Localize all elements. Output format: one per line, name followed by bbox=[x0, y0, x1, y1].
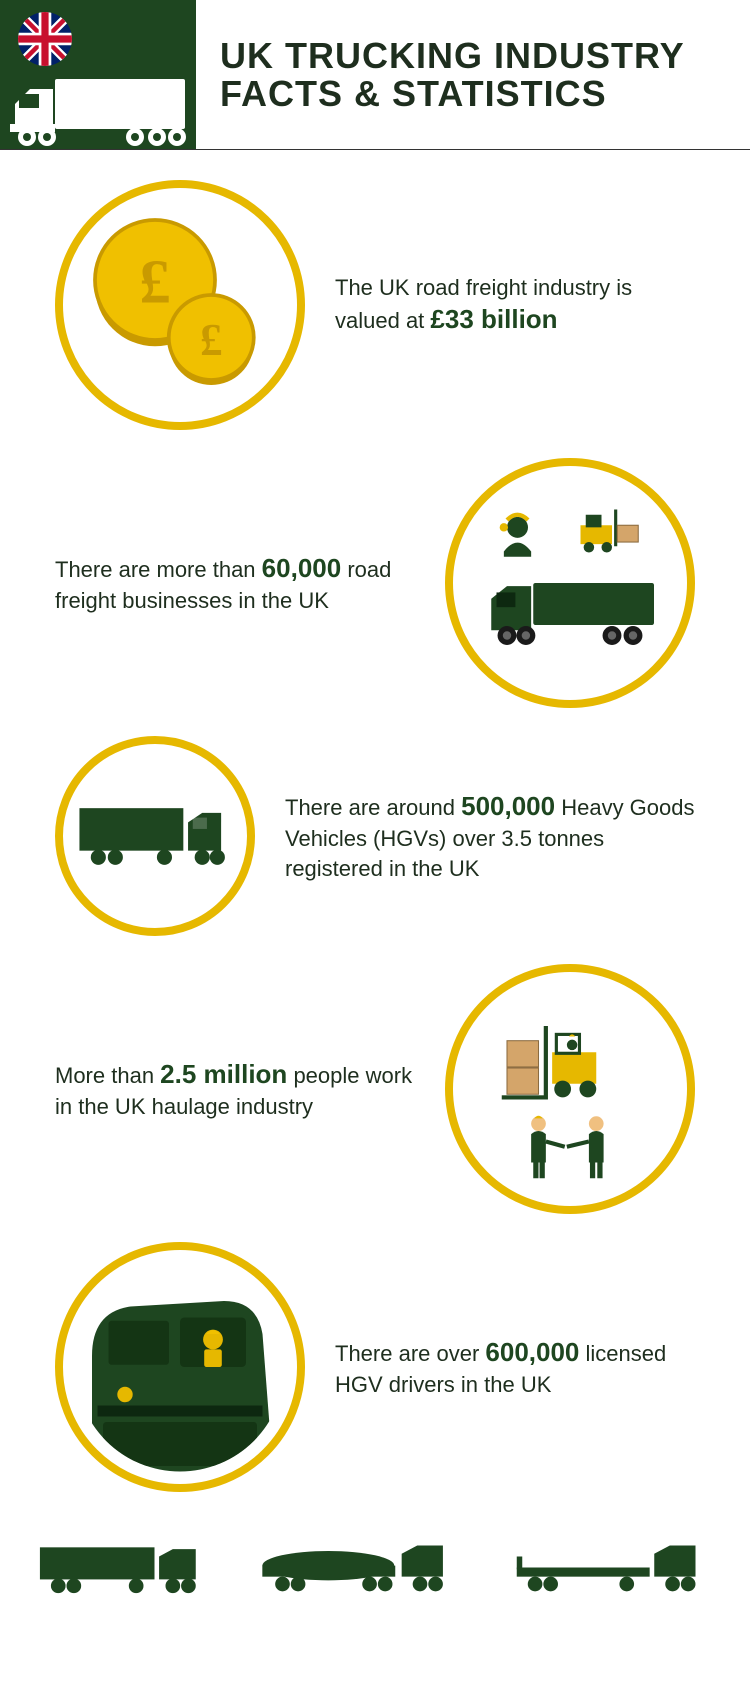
footer-truck-icon bbox=[503, 1540, 723, 1595]
uk-flag-icon bbox=[18, 12, 72, 66]
fact-pre: More than bbox=[55, 1063, 160, 1088]
fact-row: There are over 600,000 licensed HGV driv… bbox=[55, 1242, 695, 1492]
header-title-block: UK TRUCKING INDUSTRY FACTS & STATISTICS bbox=[196, 0, 750, 149]
logistics-icon bbox=[445, 458, 695, 708]
fact-pre: There are around bbox=[285, 795, 461, 820]
fact-text: The UK road freight industry is valued a… bbox=[335, 273, 695, 338]
fact-text: There are over 600,000 licensed HGV driv… bbox=[335, 1335, 695, 1400]
fact-big: 2.5 million bbox=[160, 1059, 287, 1089]
coins-icon: £ £ bbox=[55, 180, 305, 430]
fact-big: 60,000 bbox=[262, 553, 342, 583]
fact-row: £ £ The UK road freight industry is valu… bbox=[55, 180, 695, 430]
header-left-panel bbox=[0, 0, 196, 149]
footer-truck-icon bbox=[250, 1540, 480, 1595]
fact-pre: There are more than bbox=[55, 557, 262, 582]
fact-big: 500,000 bbox=[461, 791, 555, 821]
header-truck-icon bbox=[5, 69, 191, 149]
hgv-icon bbox=[55, 736, 255, 936]
driver-cab-icon bbox=[55, 1242, 305, 1492]
fact-row: There are around 500,000 Heavy Goods Veh… bbox=[55, 736, 695, 936]
header: UK TRUCKING INDUSTRY FACTS & STATISTICS bbox=[0, 0, 750, 150]
title-line-1: UK TRUCKING INDUSTRY bbox=[220, 37, 750, 75]
fact-text: There are more than 60,000 road freight … bbox=[55, 551, 415, 616]
fact-text: More than 2.5 million people work in the… bbox=[55, 1057, 415, 1122]
footer-truck-row bbox=[0, 1520, 750, 1610]
footer-truck-icon bbox=[27, 1540, 227, 1595]
fact-big: 600,000 bbox=[485, 1337, 579, 1367]
fact-big: £33 billion bbox=[430, 304, 557, 334]
title-line-2: FACTS & STATISTICS bbox=[220, 75, 750, 113]
fact-row: More than 2.5 million people work in the… bbox=[55, 964, 695, 1214]
workers-icon bbox=[445, 964, 695, 1214]
facts-container: £ £ The UK road freight industry is valu… bbox=[0, 150, 750, 1492]
fact-text: There are around 500,000 Heavy Goods Veh… bbox=[285, 789, 695, 883]
fact-pre: There are over bbox=[335, 1341, 485, 1366]
fact-row: There are more than 60,000 road freight … bbox=[55, 458, 695, 708]
svg-text:£: £ bbox=[139, 247, 170, 317]
svg-text:£: £ bbox=[200, 315, 223, 365]
